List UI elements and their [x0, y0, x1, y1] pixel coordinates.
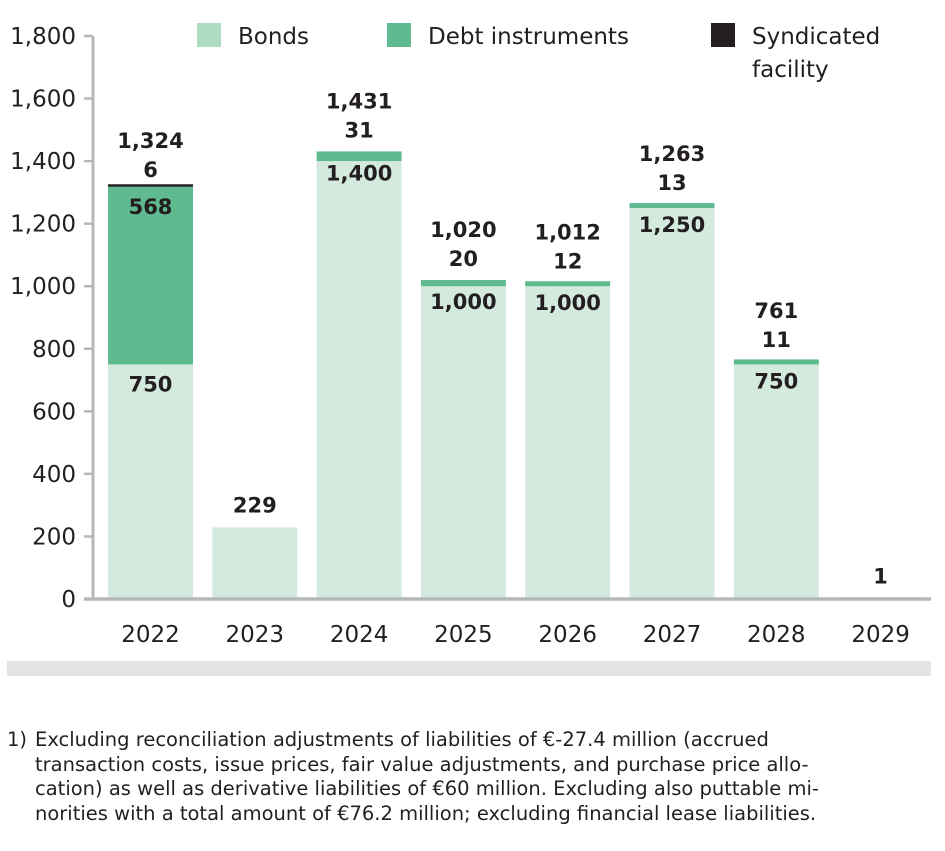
data-label-total: 1 — [873, 565, 888, 589]
bar-segment-bonds — [525, 286, 611, 599]
bar-segment-debt-instruments — [108, 186, 193, 365]
y-tick-label: 600 — [32, 399, 76, 425]
footnote-line: norities with a total amount of €76.2 mi… — [35, 801, 817, 825]
data-label-bonds: 1,000 — [430, 290, 496, 314]
bar-segment-debt-instruments — [733, 359, 819, 365]
data-label-total: 761 — [754, 299, 798, 323]
data-label-bonds: 1,250 — [639, 213, 705, 237]
data-label-total: 1,324 — [117, 129, 183, 153]
legend-swatch — [711, 23, 735, 47]
bar-segment-bonds — [733, 364, 819, 599]
x-tick-label: 2024 — [330, 622, 389, 648]
y-tick-label: 1,400 — [10, 149, 76, 175]
bar-group-2026: 1,000 12 1,012 — [525, 220, 611, 599]
data-label-bonds: 1,000 — [534, 291, 600, 315]
x-tick-label: 2026 — [538, 622, 597, 648]
legend-label: Debt instruments — [428, 24, 629, 50]
x-tick-label: 2025 — [434, 622, 493, 648]
data-label-debt-instruments: 568 — [129, 195, 173, 219]
data-label-total: 1,263 — [639, 142, 705, 166]
bar-segment-debt-instruments — [525, 281, 611, 287]
bar-segment-bonds — [212, 527, 298, 599]
legend-label: facility — [752, 57, 829, 83]
legend-swatch — [387, 23, 411, 47]
data-label-total: 229 — [233, 493, 277, 517]
bar-group-2024: 1,400 31 1,431 — [316, 89, 402, 599]
y-tick-label: 0 — [61, 587, 76, 613]
bar-group-2022: 750 568 6 1,324 — [108, 129, 193, 599]
x-tick-label: 2027 — [643, 622, 702, 648]
data-label-syndicated-facility: 6 — [143, 158, 158, 182]
footnote-line: cation) as well as derivative liabilitie… — [35, 777, 819, 800]
y-tick-label: 400 — [32, 462, 76, 488]
separator-band — [7, 661, 931, 676]
data-label-debt-instruments: 12 — [553, 249, 582, 273]
legend-label: Syndicated — [752, 24, 880, 50]
data-label-bonds: 750 — [129, 372, 173, 396]
bar-segment-debt-instruments — [420, 279, 506, 287]
maturity-profile-chart: Bonds Debt instruments Syndicatedfacility … — [10, 23, 931, 648]
bar-group-2025: 1,000 20 1,020 — [420, 218, 506, 599]
data-label-total: 1,012 — [534, 220, 600, 244]
x-tick-label: 2028 — [747, 622, 806, 648]
footnote-line: transaction costs, issue prices, fair va… — [35, 752, 809, 776]
x-tick-label: 2023 — [226, 622, 285, 648]
bar-segment-debt-instruments — [316, 151, 402, 162]
legend-item-syndicated-facility: Syndicated facility — [711, 23, 880, 83]
data-label-debt-instruments: 11 — [762, 328, 791, 352]
footnote-text: Excluding reconciliation adjustments of … — [35, 728, 937, 826]
bar-group-2028: 750 11 761 — [733, 299, 819, 599]
legend-swatch — [197, 23, 221, 47]
data-label-total: 1,431 — [326, 89, 392, 113]
bar-segment-syndicated-facility — [108, 184, 193, 187]
bar-segment-bonds — [629, 208, 715, 599]
data-label-bonds: 750 — [754, 369, 798, 393]
chart-legend: Bonds Debt instruments Syndicated facility — [197, 23, 880, 83]
footnote-marker: 1) — [7, 728, 28, 751]
y-axis: 0 200 400 600 800 1,000 1,200 1,400 1,600 1,800 — [10, 24, 95, 613]
y-tick-label: 800 — [32, 337, 76, 363]
y-tick-label: 1,000 — [10, 274, 76, 300]
data-label-debt-instruments: 13 — [657, 171, 686, 195]
legend-item-debt-instruments: Debt instruments — [387, 23, 629, 50]
y-tick-label: 1,800 — [10, 24, 76, 50]
bar-segment-bonds — [316, 161, 402, 599]
y-tick-label: 1,200 — [10, 212, 76, 238]
x-axis: 2022 2023 2024 2025 2026 2027 2028 2029 — [84, 597, 931, 648]
data-label-debt-instruments: 31 — [344, 118, 373, 142]
legend-item-bonds: Bonds — [197, 23, 309, 50]
footnote: 1) Excluding reconciliation adjustments … — [7, 728, 937, 826]
footnote-line: Excluding reconciliation adjustments of … — [35, 728, 769, 751]
bar-group-2029: 1 — [838, 565, 924, 599]
bar-group-2027: 1,250 13 1,263 — [629, 142, 715, 599]
bar-segment-bonds — [108, 364, 193, 599]
data-label-debt-instruments: 20 — [449, 247, 478, 271]
x-tick-label: 2029 — [851, 622, 910, 648]
legend-label: Bonds — [238, 24, 309, 50]
bar-group-2023: 229 — [212, 493, 298, 599]
bars: 75056861,3242291,400311,4311,000201,0201… — [108, 89, 924, 599]
bar-segment-bonds — [420, 286, 506, 599]
y-tick-label: 1,600 — [10, 87, 76, 113]
y-tick-label: 200 — [32, 524, 76, 550]
data-label-total: 1,020 — [430, 218, 496, 242]
bar-segment-debt-instruments — [629, 203, 715, 209]
x-tick-label: 2022 — [121, 622, 180, 648]
data-label-bonds: 1,400 — [326, 161, 392, 185]
